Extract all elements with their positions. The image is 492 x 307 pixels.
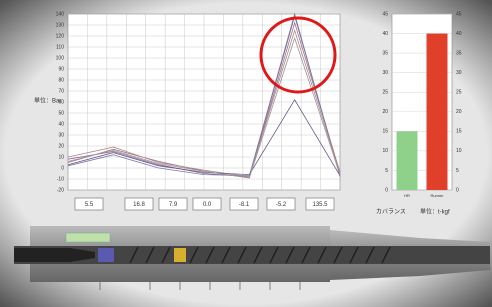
bar xyxy=(427,34,448,190)
y2-tick-label: 10 xyxy=(456,148,462,154)
y2-tick-label: 15 xyxy=(456,129,462,135)
y2-tick-label: 0 xyxy=(456,187,459,193)
x-tick-label: Runner xyxy=(430,193,444,198)
y-tick-label: 50 xyxy=(58,110,64,116)
page: -20-100102030405060708090100110120130140… xyxy=(0,0,492,307)
readout-value: 0.0 xyxy=(203,202,212,208)
y-tick-label: 140 xyxy=(56,11,65,17)
y-tick-label: 40 xyxy=(382,31,388,37)
y2-tick-label: 5 xyxy=(456,168,459,174)
screen: -20-100102030405060708090100110120130140… xyxy=(0,0,492,307)
y2-tick-label: 35 xyxy=(456,50,462,56)
y-tick-label: 5 xyxy=(385,168,388,174)
readout-value: -5.2 xyxy=(276,202,287,208)
x-tick-label: HR xyxy=(404,193,410,198)
y-tick-label: 45 xyxy=(382,11,388,17)
position-label xyxy=(66,233,110,242)
readout-value: -8.1 xyxy=(239,202,250,208)
y2-tick-label: 40 xyxy=(456,31,462,37)
y-tick-label: 40 xyxy=(58,121,64,127)
y-tick-label: 70 xyxy=(58,88,64,94)
caption: カバランス xyxy=(376,209,406,216)
y-tick-label: 30 xyxy=(58,132,64,138)
y-tick-label: 20 xyxy=(382,109,388,115)
y2-tick-label: 45 xyxy=(456,11,462,17)
bar xyxy=(397,131,418,190)
y2-tick-label: 25 xyxy=(456,90,462,96)
y-tick-label: 15 xyxy=(382,129,388,135)
readout-value: 16.8 xyxy=(133,202,145,208)
readout-value: 7.9 xyxy=(169,202,178,208)
y-tick-label: -10 xyxy=(57,176,64,182)
readout-value: 135.5 xyxy=(312,202,328,208)
readout-value: 5.5 xyxy=(85,202,94,208)
y-tick-label: 130 xyxy=(56,22,65,28)
unit-label: 単位：Bar xyxy=(34,97,61,105)
y-tick-label: 30 xyxy=(382,70,388,76)
y-tick-label: 10 xyxy=(58,154,64,160)
pressure-chart: -20-100102030405060708090100110120130140… xyxy=(34,11,340,210)
y-tick-label: 90 xyxy=(58,66,64,72)
y-tick-label: 120 xyxy=(56,33,65,39)
y2-tick-label: 30 xyxy=(456,70,462,76)
y-tick-label: 35 xyxy=(382,50,388,56)
marker xyxy=(174,248,186,262)
y-tick-label: 10 xyxy=(382,148,388,154)
nozzle xyxy=(14,248,95,262)
unit-label: 単位：t-kgf xyxy=(420,208,450,216)
y-tick-label: 100 xyxy=(56,55,65,61)
check-ring xyxy=(98,248,114,262)
y-tick-label: 0 xyxy=(61,165,64,171)
y-tick-label: 25 xyxy=(382,90,388,96)
y2-tick-label: 20 xyxy=(456,109,462,115)
y-tick-label: 20 xyxy=(58,143,64,149)
y-tick-label: 110 xyxy=(56,44,64,50)
y-tick-label: 80 xyxy=(58,77,64,83)
y-tick-label: 0 xyxy=(385,187,388,193)
y-tick-label: -20 xyxy=(57,187,64,193)
